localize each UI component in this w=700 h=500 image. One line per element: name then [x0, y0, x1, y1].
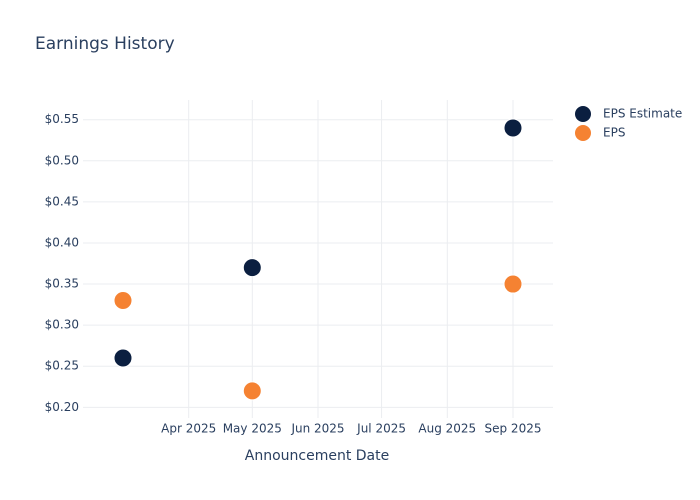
- x-axis-label: Announcement Date: [245, 448, 389, 464]
- x-tick-label: Apr 2025: [161, 422, 216, 436]
- y-tick-label: $0.45: [45, 194, 79, 208]
- y-tick-label: $0.25: [45, 359, 79, 373]
- y-tick-label: $0.40: [45, 235, 79, 249]
- data-point: [113, 348, 133, 368]
- y-tick-label: $0.50: [45, 153, 79, 167]
- data-point: [113, 290, 133, 310]
- legend-label: EPS Estimate: [603, 107, 682, 121]
- data-point: [503, 274, 523, 294]
- x-tick-label: Jul 2025: [356, 422, 406, 436]
- chart-title: Earnings History: [35, 34, 175, 54]
- x-tick-label: Jun 2025: [290, 422, 344, 436]
- y-tick-label: $0.30: [45, 318, 79, 332]
- legend-label: EPS: [603, 126, 625, 140]
- x-tick-label: Sep 2025: [485, 422, 542, 436]
- data-point: [242, 381, 262, 401]
- data-point: [503, 118, 523, 138]
- legend-marker: [575, 125, 591, 141]
- y-tick-label: $0.35: [45, 277, 79, 291]
- y-tick-label: $0.55: [45, 112, 79, 126]
- x-tick-label: Aug 2025: [418, 422, 476, 436]
- y-tick-label: $0.20: [45, 400, 79, 414]
- legend-marker: [575, 106, 591, 122]
- x-tick-label: May 2025: [223, 422, 282, 436]
- data-point: [242, 258, 262, 278]
